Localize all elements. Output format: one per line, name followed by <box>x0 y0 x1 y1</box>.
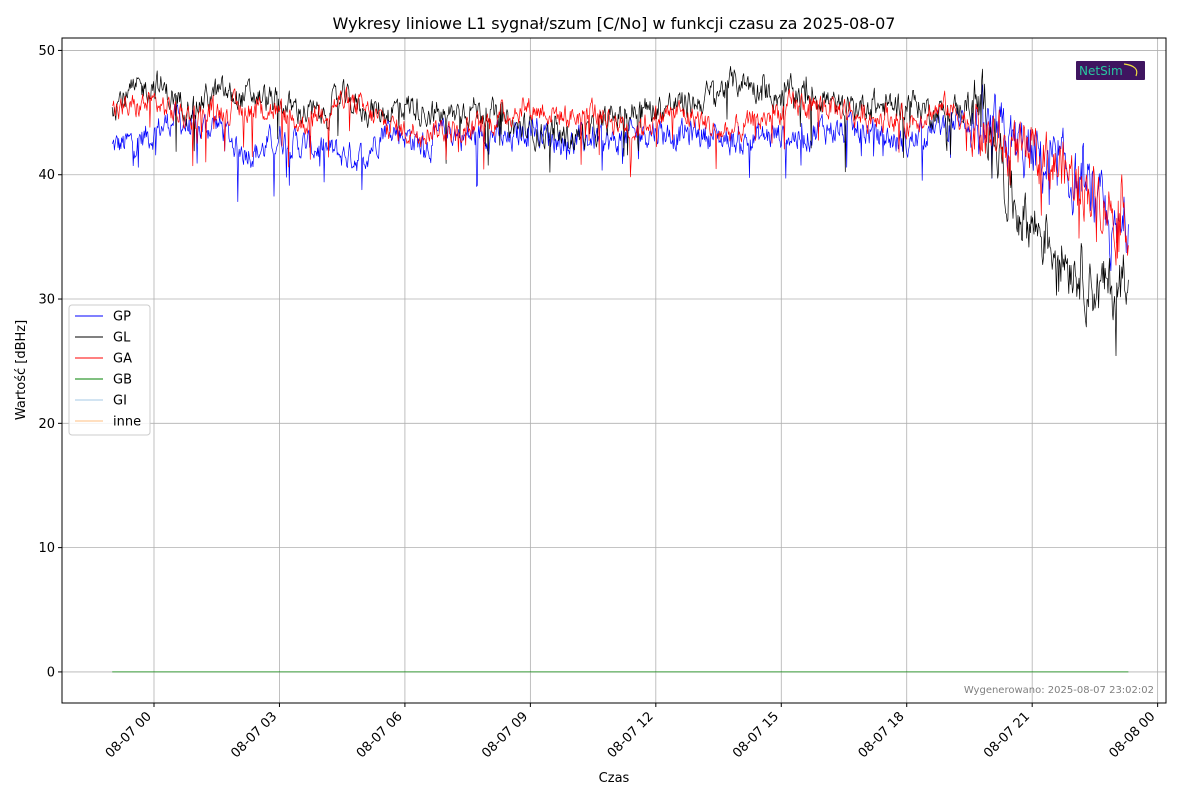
x-axis-label: Czas <box>599 771 630 786</box>
x-tick-label: 08-07 21 <box>981 709 1033 761</box>
y-tick-label: 30 <box>38 293 55 308</box>
netsim-logo: NetSim <box>1076 61 1145 80</box>
legend-label: GA <box>113 352 132 367</box>
x-tick-label: 08-07 18 <box>856 709 908 761</box>
y-axis-label: Wartość [dBHz] <box>14 320 29 420</box>
y-tick-label: 50 <box>38 44 55 59</box>
logo-text: NetSim <box>1079 64 1123 78</box>
logo-swoosh-icon <box>1123 63 1138 77</box>
x-tick-label: 08-07 03 <box>228 709 280 761</box>
series-layer <box>111 65 1129 673</box>
x-tick-label: 08-08 00 <box>1107 709 1159 761</box>
x-tick-label: 08-07 12 <box>605 709 657 761</box>
y-tick-label: 0 <box>47 665 55 680</box>
x-tick-label: 08-07 06 <box>354 709 406 761</box>
generated-timestamp: Wygenerowano: 2025-08-07 23:02:02 <box>964 685 1154 696</box>
legend-label: GP <box>113 310 131 325</box>
series-GA-line <box>112 86 1129 266</box>
logo-background <box>1076 61 1145 80</box>
x-tick-label: 08-07 00 <box>103 709 155 761</box>
legend-label: inne <box>113 415 141 430</box>
y-tick-label: 40 <box>38 168 55 183</box>
legend-label: GB <box>113 373 132 388</box>
series-GP-line <box>111 84 1129 272</box>
plot-frame <box>61 37 1167 704</box>
x-tick-label: 08-07 15 <box>730 709 782 761</box>
legend-label: GI <box>113 394 127 409</box>
y-axis: 0 10 20 30 40 50 <box>38 44 62 680</box>
y-tick-label: 10 <box>38 541 55 556</box>
y-tick-label: 20 <box>38 417 55 432</box>
chart-title: Wykresy liniowe L1 sygnał/szum [C/No] w … <box>333 14 896 33</box>
x-tick-label: 08-07 09 <box>479 709 531 761</box>
x-axis: 08-07 00 08-07 03 08-07 06 08-07 09 08-07 12… <box>103 703 1159 761</box>
legend-label: GL <box>113 331 131 346</box>
legend: GP GL GA GB GI inne <box>68 304 151 436</box>
